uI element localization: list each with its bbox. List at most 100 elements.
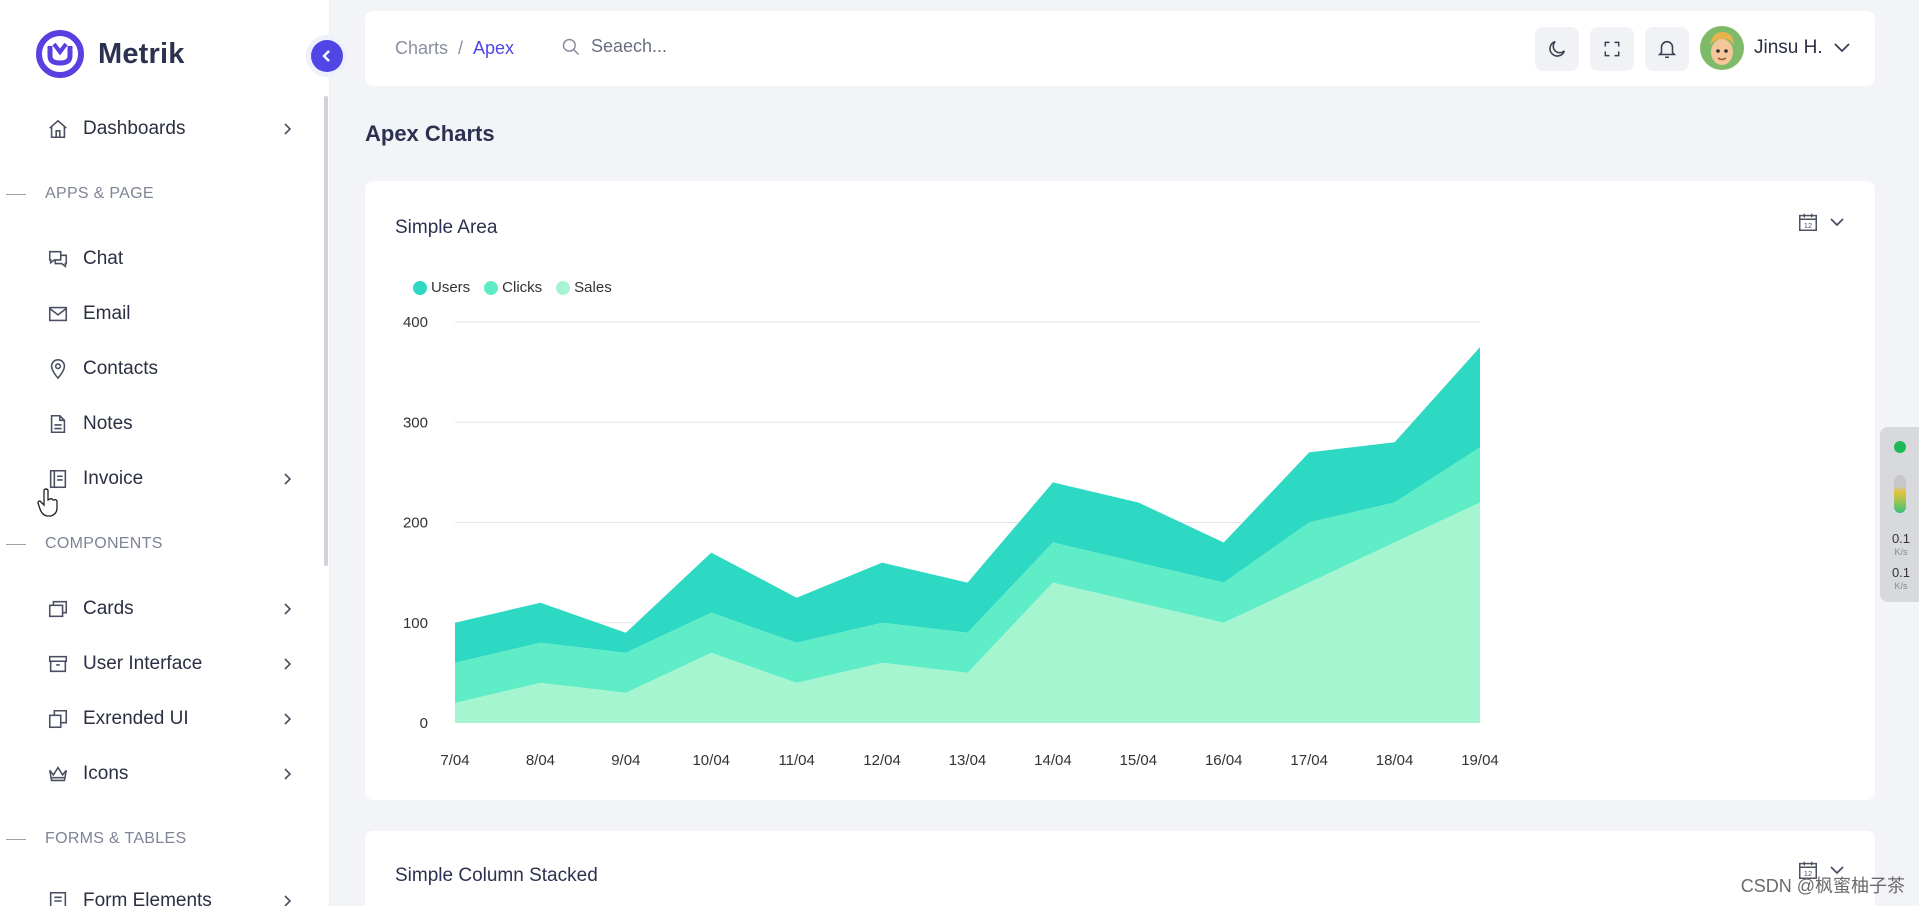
x-tick-label: 19/04 bbox=[1461, 752, 1499, 769]
home-icon bbox=[45, 116, 71, 142]
avatar bbox=[1700, 26, 1744, 70]
sidebar: Metrik Dashboards APPS & PAGE Chat Email… bbox=[0, 0, 330, 906]
x-tick-label: 14/04 bbox=[1034, 752, 1072, 769]
search-input[interactable] bbox=[591, 36, 791, 57]
watermark: CSDN @枫蜜柚子茶 bbox=[1740, 876, 1905, 896]
sidebar-item-label: Invoice bbox=[83, 468, 144, 489]
legend-item-users[interactable]: Users bbox=[413, 279, 470, 296]
notifications-button[interactable] bbox=[1645, 27, 1689, 71]
area-chart: 0 100 200 300 400 7/04 8/04 9/04 10/04 11/04 12/04… bbox=[403, 314, 1499, 769]
sidebar-item-chat[interactable]: Chat bbox=[45, 239, 295, 279]
sidebar-item-notes[interactable]: Notes bbox=[45, 404, 295, 444]
sidebar-item-invoice[interactable]: Invoice bbox=[45, 459, 295, 499]
sidebar-item-form-elements[interactable]: Form Elements bbox=[45, 881, 295, 906]
sidebar-scrollbar[interactable] bbox=[324, 96, 328, 566]
sidebar-item-label: Email bbox=[83, 303, 131, 324]
legend-marker bbox=[556, 280, 571, 295]
upload-speed: 0.1 K/s bbox=[1891, 531, 1911, 557]
card-title: Simple Column Stacked bbox=[395, 865, 598, 886]
search-bar bbox=[561, 36, 791, 57]
logo[interactable]: Metrik bbox=[34, 30, 185, 78]
legend-marker bbox=[413, 280, 427, 295]
brand-name: Metrik bbox=[98, 37, 185, 70]
sidebar-item-label: Notes bbox=[83, 413, 133, 434]
mail-icon bbox=[45, 301, 71, 327]
date-filter-dropdown[interactable]: 12 bbox=[1797, 211, 1845, 233]
sidebar-collapse-button[interactable] bbox=[311, 40, 343, 72]
map-pin-icon bbox=[45, 356, 71, 382]
breadcrumb-current: Apex bbox=[473, 38, 515, 58]
sidebar-item-cards[interactable]: Cards bbox=[45, 589, 295, 629]
legend-label: Sales bbox=[574, 279, 612, 296]
sidebar-item-label: Cards bbox=[83, 598, 134, 619]
cards-icon bbox=[45, 596, 71, 622]
chevron-right-icon bbox=[279, 893, 295, 906]
network-speed-widget[interactable]: 0.1 K/s 0.1 K/s bbox=[1880, 427, 1919, 602]
card-title: Simple Area bbox=[395, 217, 498, 238]
chevron-right-icon bbox=[279, 471, 295, 487]
user-name: Jinsu H. bbox=[1754, 37, 1823, 58]
sidebar-item-label: Chat bbox=[83, 248, 124, 269]
breadcrumb: Charts / Apex bbox=[395, 38, 514, 59]
section-label: COMPONENTS bbox=[45, 535, 163, 552]
x-tick-label: 8/04 bbox=[526, 752, 555, 769]
search-icon bbox=[562, 38, 580, 55]
legend-label: Clicks bbox=[502, 279, 543, 296]
sidebar-item-user-interface[interactable]: User Interface bbox=[45, 644, 295, 684]
breadcrumb-parent[interactable]: Charts bbox=[395, 38, 449, 58]
y-tick-label: 100 bbox=[403, 615, 428, 632]
section-components: COMPONENTS bbox=[0, 532, 163, 556]
crown-icon bbox=[45, 761, 71, 787]
top-header: Charts / Apex Jinsu H. bbox=[365, 11, 1875, 86]
legend-item-sales[interactable]: Sales bbox=[556, 279, 612, 296]
document-icon bbox=[45, 411, 71, 437]
fullscreen-button[interactable] bbox=[1590, 27, 1634, 71]
page-title: Apex Charts bbox=[365, 121, 495, 146]
hand-cursor-icon bbox=[37, 488, 58, 517]
chevron-right-icon bbox=[279, 766, 295, 782]
logo-icon bbox=[36, 30, 84, 78]
chevron-right-icon bbox=[279, 711, 295, 727]
sidebar-item-icons[interactable]: Icons bbox=[45, 754, 295, 794]
download-speed: 0.1 K/s bbox=[1891, 565, 1911, 591]
section-forms-tables: FORMS & TABLES bbox=[0, 827, 186, 851]
chart-legend: Users Clicks Sales bbox=[413, 279, 612, 296]
chevron-right-icon bbox=[279, 656, 295, 672]
dark-mode-button[interactable] bbox=[1535, 27, 1579, 71]
moon-icon bbox=[1549, 40, 1566, 57]
series-area-users bbox=[455, 347, 1480, 663]
section-label: FORMS & TABLES bbox=[45, 830, 187, 847]
x-tick-label: 18/04 bbox=[1376, 752, 1414, 769]
chevron-down-icon bbox=[1830, 866, 1844, 875]
bell-icon bbox=[1657, 40, 1677, 59]
sidebar-item-contacts[interactable]: Contacts bbox=[45, 349, 295, 389]
x-tick-label: 11/04 bbox=[778, 752, 814, 769]
calendar-icon: 12 bbox=[1799, 213, 1817, 231]
calendar-icon: 12 bbox=[1799, 861, 1817, 879]
archive-icon bbox=[45, 651, 71, 677]
sidebar-item-label: Form Elements bbox=[83, 890, 212, 906]
x-tick-label: 12/04 bbox=[863, 752, 901, 769]
copy-icon bbox=[45, 706, 71, 732]
user-menu[interactable]: Jinsu H. bbox=[1700, 26, 1851, 70]
y-tick-label: 0 bbox=[420, 715, 428, 732]
fullscreen-icon bbox=[1604, 41, 1620, 57]
sidebar-item-label: Icons bbox=[83, 763, 129, 784]
chat-icon bbox=[45, 246, 71, 272]
chevron-down-icon bbox=[1830, 218, 1844, 227]
sidebar-item-dashboards[interactable]: Dashboards bbox=[45, 109, 295, 149]
legend-item-clicks[interactable]: Clicks bbox=[484, 279, 542, 296]
sidebar-item-email[interactable]: Email bbox=[45, 294, 295, 334]
x-tick-label: 10/04 bbox=[692, 752, 730, 769]
date-filter-dropdown[interactable]: 12 bbox=[1797, 859, 1845, 881]
x-tick-label: 17/04 bbox=[1290, 752, 1328, 769]
calendar-day: 12 bbox=[1804, 869, 1812, 878]
y-tick-label: 400 bbox=[403, 314, 428, 331]
sidebar-item-extended-ui[interactable]: Exrended UI bbox=[45, 699, 295, 739]
chevron-down-icon bbox=[1834, 43, 1850, 53]
chevron-left-icon bbox=[322, 50, 330, 62]
legend-marker bbox=[484, 280, 499, 295]
x-tick-label: 13/04 bbox=[949, 752, 987, 769]
section-divider bbox=[6, 543, 26, 545]
sidebar-item-label: Dashboards bbox=[83, 118, 186, 139]
